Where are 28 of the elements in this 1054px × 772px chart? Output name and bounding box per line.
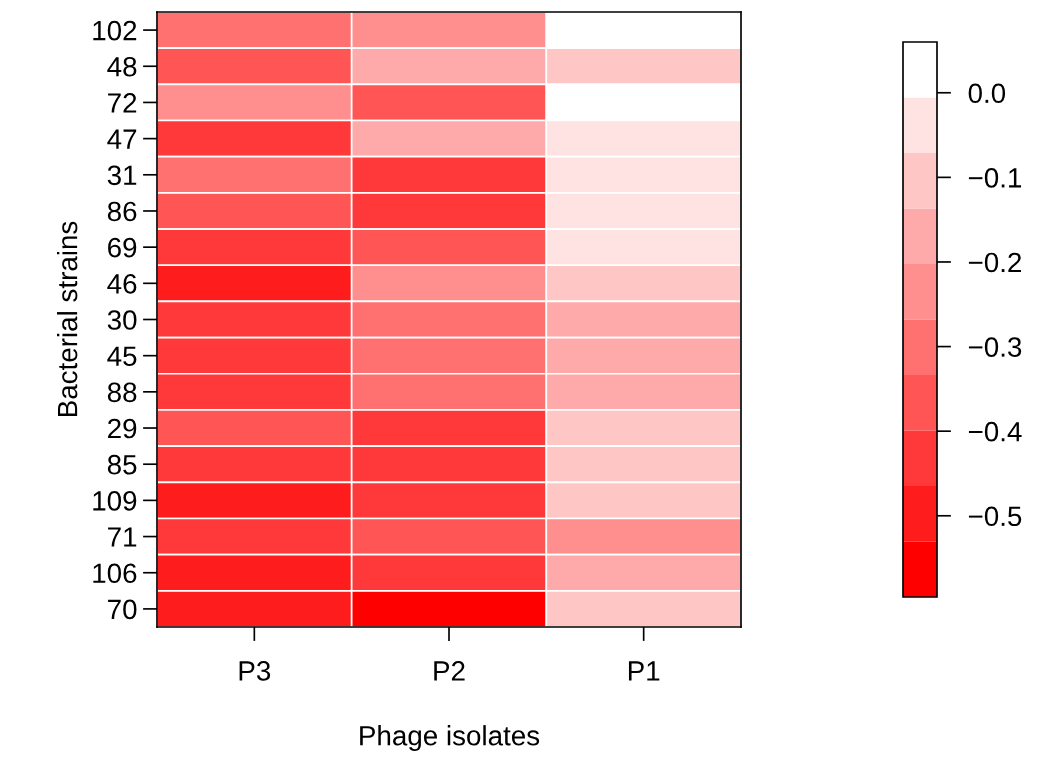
y-tick-label: 48 [107,56,137,77]
color-bar-label: −0.3 [968,337,1022,357]
color-bar-label: 0.0 [968,83,1006,104]
y-axis-title: Bacterial strains [56,221,78,417]
color-bar-label: −0.1 [968,168,1022,188]
x-axis-title: Phage isolates [360,725,540,752]
y-tick-label: 86 [107,201,137,222]
y-tick-label: 85 [107,454,137,475]
y-tick-label: 70 [108,599,137,620]
y-tick-label: 109 [93,491,137,511]
y-tick-label: 30 [107,310,137,330]
color-bar-label: −0.2 [968,252,1021,273]
y-tick-label: 47 [107,129,137,149]
color-bar-label: −0.5 [968,506,1022,527]
y-tick-label: 88 [107,382,137,403]
y-tick-label: 31 [107,165,137,186]
y-tick-label: 102 [93,20,137,41]
y-tick-label: 69 [108,237,137,258]
y-tick-label: 106 [93,563,137,584]
x-tick-label: P1 [628,661,660,681]
x-tick-label: P3 [239,661,271,681]
y-tick-label: 72 [108,93,137,113]
color-bar-label: −0.4 [968,421,1022,442]
y-tick-label: 71 [108,527,137,547]
y-tick-label: 29 [108,418,137,439]
y-tick-label: 45 [107,346,137,367]
x-tick-label: P2 [434,661,465,681]
y-tick-label: 46 [107,273,137,294]
